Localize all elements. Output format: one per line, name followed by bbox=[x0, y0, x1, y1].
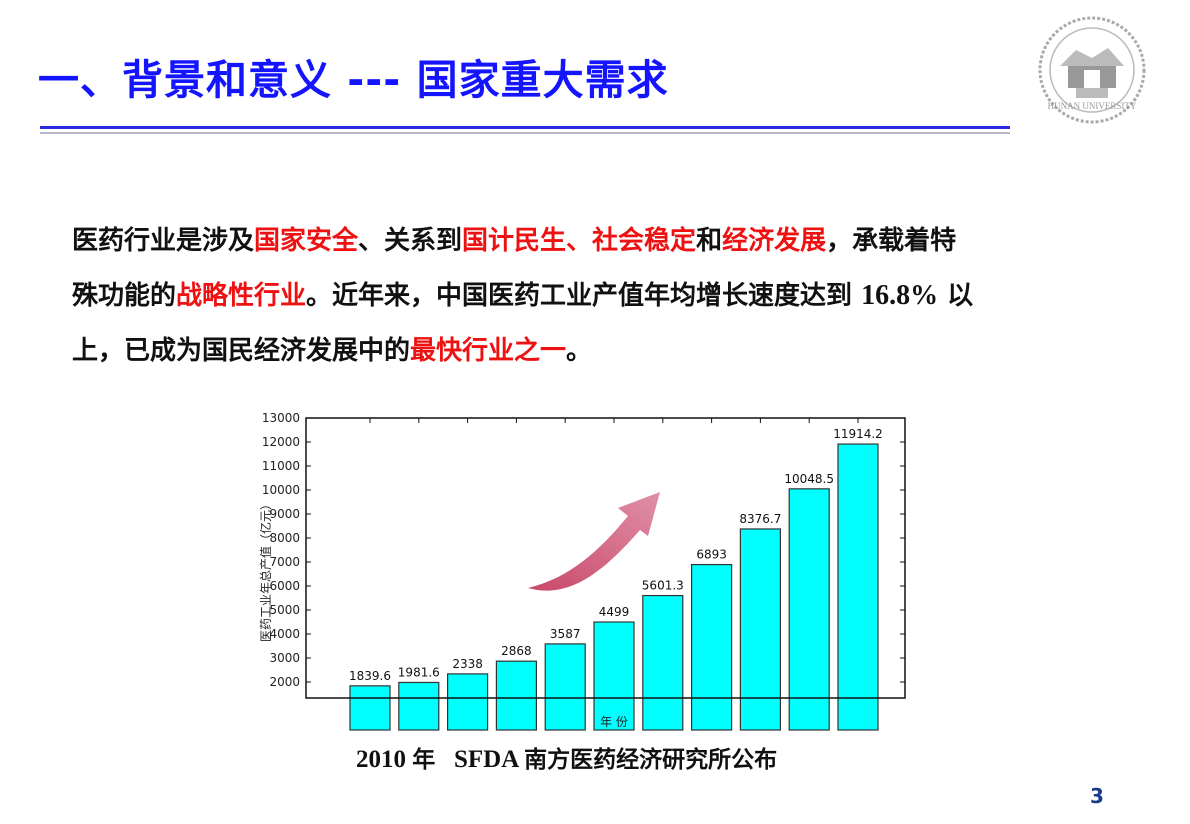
y-tick-label: 2000 bbox=[269, 675, 300, 689]
highlight-text: 国家安全 bbox=[254, 226, 359, 256]
text-segment: 和 bbox=[696, 226, 723, 256]
data-label: 3587 bbox=[550, 627, 581, 641]
data-label: 1839.6 bbox=[349, 669, 391, 683]
bar bbox=[788, 488, 830, 731]
paragraph-line-1: 医药行业是涉及国家安全、关系到国计民生、社会稳定和经济发展，承载着特 bbox=[72, 220, 956, 257]
bar bbox=[593, 621, 635, 731]
data-label: 2338 bbox=[452, 657, 483, 671]
paragraph-line-2: 殊功能的战略性行业。近年来，中国医药工业产值年均增长速度达到 16.8% 以 bbox=[72, 275, 973, 312]
data-label: 8376.7 bbox=[739, 512, 781, 526]
bar bbox=[544, 643, 586, 731]
y-axis-label: 医药工业年总产值（亿元） bbox=[258, 498, 273, 642]
y-tick-label: 13000 bbox=[262, 411, 300, 425]
highlight-text: 最快行业之一 bbox=[410, 336, 567, 366]
bar bbox=[837, 443, 879, 731]
text-segment: 上，已成为国民经济发展中的 bbox=[72, 336, 411, 366]
paragraph-line-3: 上，已成为国民经济发展中的最快行业之一。 bbox=[72, 330, 592, 367]
text-segment: 殊功能的 bbox=[72, 281, 177, 311]
highlight-text: 国计民生、社会稳定 bbox=[462, 226, 697, 256]
plot-frame bbox=[305, 417, 906, 699]
bar bbox=[691, 563, 733, 731]
university-logo: HUNAN UNIVERSITY bbox=[1038, 16, 1146, 124]
text-segment: 。近年来，中国医药工业产值年均增长速度达到 bbox=[306, 281, 862, 311]
bar-chart: 2000 3000 4000 5000 6000 7000 8000 9000 10000 110… bbox=[258, 411, 906, 731]
y-tick-label: 4000 bbox=[269, 627, 300, 641]
highlight-text: 经济发展 bbox=[722, 226, 827, 256]
text-segment: 医药行业是涉及 bbox=[72, 226, 255, 256]
caption-source-en: SFDA bbox=[454, 746, 518, 773]
bar bbox=[495, 660, 537, 731]
bar bbox=[447, 673, 489, 731]
text-segment: ，承载着特 bbox=[826, 226, 957, 256]
title-underline-shadow bbox=[40, 132, 1010, 134]
data-label: 2868 bbox=[501, 644, 532, 658]
y-tick-label: 11000 bbox=[262, 459, 300, 473]
data-label: 5601.3 bbox=[642, 579, 684, 593]
y-tick-label: 12000 bbox=[262, 435, 300, 449]
y-tick-label: 6000 bbox=[269, 579, 300, 593]
x-axis-label: 年 份 bbox=[600, 715, 628, 729]
title-underline bbox=[40, 126, 1010, 129]
caption-year-unit: 年 bbox=[412, 747, 436, 773]
bar bbox=[349, 685, 391, 731]
text-segment: 以 bbox=[938, 281, 974, 311]
y-tick-label: 7000 bbox=[269, 555, 300, 569]
text-segment: 。 bbox=[566, 336, 593, 366]
y-tick-label: 3000 bbox=[269, 651, 300, 665]
y-tick-label: 10000 bbox=[262, 483, 300, 497]
y-tick-label: 9000 bbox=[269, 507, 300, 521]
growth-arrow bbox=[528, 492, 660, 591]
bar bbox=[398, 681, 440, 731]
svg-text:HUNAN UNIVERSITY: HUNAN UNIVERSITY bbox=[1048, 101, 1137, 111]
chart-caption: 2010 年 SFDA 南方医药经济研究所公布 bbox=[356, 740, 777, 774]
slide-title: 一、背景和意义 --- 国家重大需求 bbox=[38, 56, 669, 104]
highlight-text: 战略性行业 bbox=[176, 281, 307, 311]
caption-year: 2010 bbox=[356, 746, 406, 773]
bar bbox=[739, 528, 781, 731]
data-label: 11914.2 bbox=[833, 427, 883, 441]
data-label: 4499 bbox=[599, 605, 630, 619]
caption-source-cn: 南方医药经济研究所公布 bbox=[524, 747, 778, 773]
data-label: 1981.6 bbox=[398, 665, 440, 679]
growth-rate-text: 16.8% bbox=[861, 280, 939, 311]
bar bbox=[642, 594, 684, 731]
text-segment: 、关系到 bbox=[358, 226, 463, 256]
data-label: 6893 bbox=[696, 548, 727, 562]
page-number: 3 bbox=[1090, 784, 1104, 808]
y-tick-label: 5000 bbox=[269, 603, 300, 617]
y-tick-label: 8000 bbox=[269, 531, 300, 545]
data-label: 10048.5 bbox=[784, 472, 834, 486]
